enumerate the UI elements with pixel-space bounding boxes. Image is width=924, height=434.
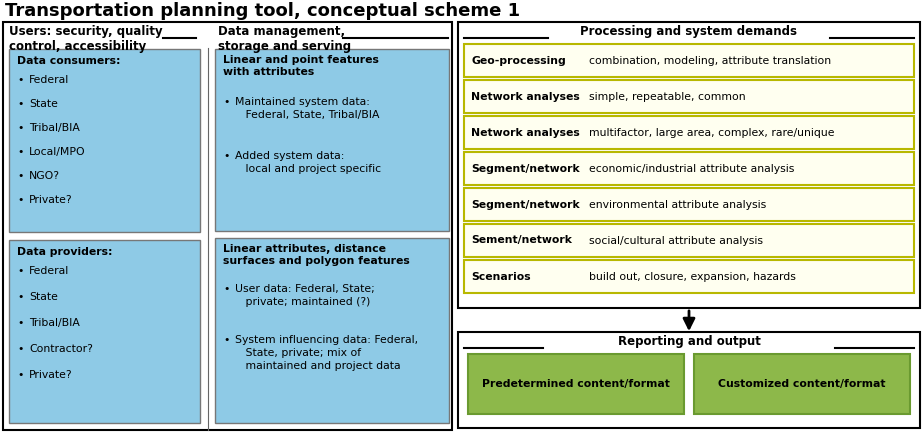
Text: Tribal/BIA: Tribal/BIA bbox=[29, 123, 79, 133]
Text: maintained and project data: maintained and project data bbox=[235, 361, 401, 371]
Text: •: • bbox=[17, 75, 23, 85]
Text: Geo-processing: Geo-processing bbox=[471, 56, 565, 66]
Text: Local/MPO: Local/MPO bbox=[29, 147, 86, 157]
Text: •: • bbox=[17, 123, 23, 133]
Text: economic/industrial attribute analysis: economic/industrial attribute analysis bbox=[589, 164, 795, 174]
Text: Customized content/format: Customized content/format bbox=[718, 379, 886, 389]
Text: State, private; mix of: State, private; mix of bbox=[235, 348, 361, 358]
Text: •: • bbox=[17, 318, 23, 328]
Text: Contractor?: Contractor? bbox=[29, 344, 93, 354]
Bar bbox=[458, 332, 920, 428]
Text: social/cultural attribute analysis: social/cultural attribute analysis bbox=[589, 236, 763, 246]
Bar bbox=[215, 49, 449, 231]
Text: •: • bbox=[17, 266, 23, 276]
Text: Federal, State, Tribal/BIA: Federal, State, Tribal/BIA bbox=[235, 110, 380, 120]
Text: Segment/network: Segment/network bbox=[471, 200, 579, 210]
Bar bbox=[464, 224, 914, 257]
Bar bbox=[9, 49, 200, 232]
Text: environmental attribute analysis: environmental attribute analysis bbox=[589, 200, 766, 210]
Text: Scenarios: Scenarios bbox=[471, 272, 530, 282]
Text: combination, modeling, attribute translation: combination, modeling, attribute transla… bbox=[589, 56, 831, 66]
Text: Tribal/BIA: Tribal/BIA bbox=[29, 318, 79, 328]
Text: Linear attributes, distance
surfaces and polygon features: Linear attributes, distance surfaces and… bbox=[223, 244, 409, 266]
Text: •: • bbox=[17, 171, 23, 181]
Text: multifactor, large area, complex, rare/unique: multifactor, large area, complex, rare/u… bbox=[589, 128, 834, 138]
Bar bbox=[468, 354, 684, 414]
Text: Linear and point features
with attributes: Linear and point features with attribute… bbox=[223, 55, 379, 76]
Text: Sement/network: Sement/network bbox=[471, 236, 572, 246]
Text: Segment/network: Segment/network bbox=[471, 164, 579, 174]
Text: local and project specific: local and project specific bbox=[235, 164, 381, 174]
Bar bbox=[215, 238, 449, 423]
Text: State: State bbox=[29, 99, 58, 109]
Text: System influencing data: Federal,: System influencing data: Federal, bbox=[235, 335, 419, 345]
Text: •: • bbox=[17, 99, 23, 109]
Text: Data management,
storage and serving: Data management, storage and serving bbox=[218, 25, 351, 53]
Text: Maintained system data:: Maintained system data: bbox=[235, 97, 370, 107]
Text: •: • bbox=[17, 370, 23, 380]
Text: private; maintained (?): private; maintained (?) bbox=[235, 297, 371, 307]
Text: •: • bbox=[17, 344, 23, 354]
Text: build out, closure, expansion, hazards: build out, closure, expansion, hazards bbox=[589, 272, 796, 282]
Text: •: • bbox=[223, 335, 229, 345]
Text: •: • bbox=[17, 147, 23, 157]
Text: Data consumers:: Data consumers: bbox=[17, 56, 120, 66]
Bar bbox=[464, 116, 914, 149]
Text: State: State bbox=[29, 292, 58, 302]
Text: •: • bbox=[17, 292, 23, 302]
Text: NGO?: NGO? bbox=[29, 171, 60, 181]
Text: Users: security, quality
control, accessibility: Users: security, quality control, access… bbox=[9, 25, 163, 53]
Bar bbox=[9, 240, 200, 423]
Text: Added system data:: Added system data: bbox=[235, 151, 345, 161]
Text: •: • bbox=[223, 151, 229, 161]
Text: Predetermined content/format: Predetermined content/format bbox=[482, 379, 670, 389]
Bar bbox=[464, 80, 914, 113]
Text: Federal: Federal bbox=[29, 75, 69, 85]
Bar bbox=[464, 260, 914, 293]
Text: simple, repeatable, common: simple, repeatable, common bbox=[589, 92, 746, 102]
Text: Reporting and output: Reporting and output bbox=[617, 335, 760, 348]
Bar bbox=[3, 22, 452, 430]
Text: User data: Federal, State;: User data: Federal, State; bbox=[235, 284, 375, 294]
Bar bbox=[458, 22, 920, 308]
Text: Network analyses: Network analyses bbox=[471, 92, 579, 102]
Bar bbox=[694, 354, 910, 414]
Text: •: • bbox=[223, 97, 229, 107]
Text: Data providers:: Data providers: bbox=[17, 247, 113, 257]
Bar bbox=[464, 152, 914, 185]
Bar bbox=[464, 188, 914, 221]
Bar bbox=[464, 44, 914, 77]
Text: Transportation planning tool, conceptual scheme 1: Transportation planning tool, conceptual… bbox=[5, 2, 520, 20]
Text: •: • bbox=[223, 284, 229, 294]
Text: Network analyses: Network analyses bbox=[471, 128, 579, 138]
Text: •: • bbox=[17, 195, 23, 205]
Text: Private?: Private? bbox=[29, 370, 73, 380]
Text: Federal: Federal bbox=[29, 266, 69, 276]
Text: Processing and system demands: Processing and system demands bbox=[580, 25, 797, 38]
Text: Private?: Private? bbox=[29, 195, 73, 205]
